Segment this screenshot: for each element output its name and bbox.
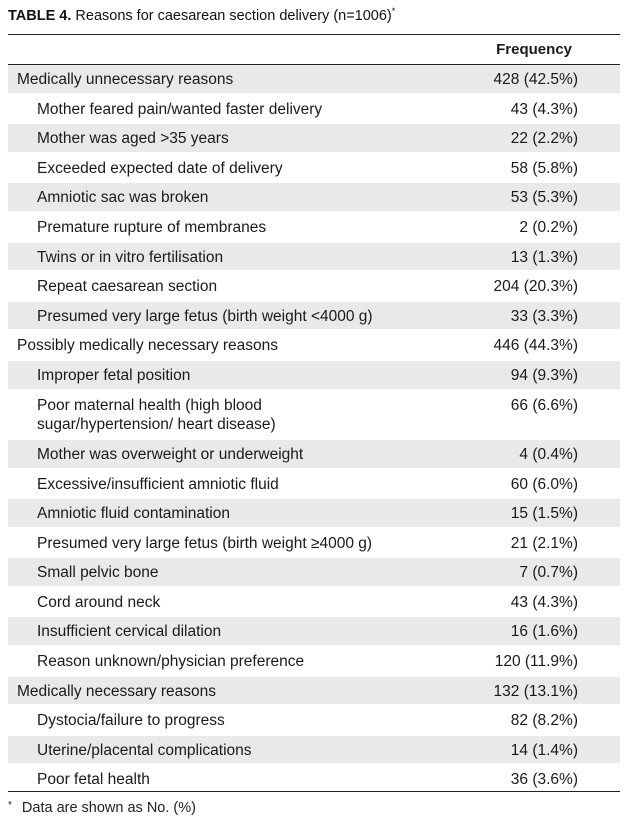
- reason-label: Poor fetal health: [37, 771, 150, 789]
- reason-label: Possibly medically necessary reasons: [17, 337, 279, 355]
- reason-row: Insufficient cervical dilation 16 (1.6%): [8, 617, 620, 648]
- table-title: Reasons for caesarean section delivery (…: [75, 7, 392, 24]
- reason-label: Excessive/insufficient amniotic fluid: [37, 475, 279, 493]
- reason-label: Mother was aged >35 years: [37, 130, 229, 148]
- reason-row: Amniotic fluid contamination 15 (1.5%): [8, 499, 620, 529]
- reason-label: Repeat caesarean section: [37, 278, 218, 296]
- frequency-value: 66 (6.6%): [510, 396, 578, 414]
- footnote-text: Data are shown as No. (%): [21, 800, 196, 816]
- frequency-value: 36 (3.6%): [510, 771, 578, 789]
- reason-label: Reason unknown/physician preference: [37, 653, 305, 671]
- frequency-value: 58 (5.8%): [510, 159, 578, 177]
- table-body: Medically unnecessary reasons 428 (42.5%)…: [8, 65, 620, 796]
- footnote-marker: *: [8, 800, 12, 811]
- frequency-value: 120 (11.9%): [494, 653, 578, 671]
- reason-label: Insufficient cervical dilation: [37, 623, 222, 641]
- reason-row: Twins or in vitro fertilisation 13 (1.3%): [8, 242, 620, 273]
- reason-label: Medically necessary reasons: [17, 682, 217, 700]
- frequency-value: 43 (4.3%): [510, 593, 578, 611]
- caption-footnote-marker: *: [391, 6, 396, 16]
- frequency-value: 22 (2.2%): [510, 130, 578, 148]
- reason-row: Poor fetal health 36 (3.6%): [8, 765, 620, 796]
- reason-label: Cord around neck: [37, 593, 161, 611]
- frequency-value: 13 (1.3%): [510, 248, 578, 266]
- reason-row: Mother feared pain/wanted faster deliver…: [8, 95, 620, 125]
- table-top-rule: [8, 34, 620, 35]
- reason-label: Presumed very large fetus (birth weight …: [37, 307, 373, 325]
- reason-row: Uterine/placental complications 14 (1.4%): [8, 735, 620, 766]
- reason-row: Reason unknown/physician preference 120 (…: [8, 647, 620, 677]
- frequency-value: 43 (4.3%): [510, 100, 578, 118]
- frequency-value: 4 (0.4%): [519, 445, 578, 463]
- table-bottom-rule: [8, 791, 620, 792]
- reason-row: Amniotic sac was broken 53 (5.3%): [8, 183, 620, 213]
- reason-label: Exceeded expected date of delivery: [37, 159, 283, 177]
- frequency-value: 2 (0.2%): [519, 218, 578, 236]
- reason-row: Presumed very large fetus (birth weight …: [8, 529, 620, 559]
- frequency-value: 82 (8.2%): [510, 712, 578, 730]
- category-row: Medically necessary reasons 132 (13.1%): [8, 676, 620, 707]
- reason-label: Amniotic fluid contamination: [37, 505, 230, 523]
- reason-label: Improper fetal position: [37, 366, 191, 384]
- reason-row: Poor maternal health (high blood sugar/h…: [8, 391, 620, 440]
- frequency-value: 204 (20.3%): [493, 278, 578, 296]
- reason-label: Dystocia/failure to progress: [37, 712, 225, 730]
- frequency-value: 15 (1.5%): [510, 505, 578, 523]
- frequency-value: 53 (5.3%): [510, 189, 578, 207]
- frequency-value: 60 (6.0%): [510, 475, 578, 493]
- frequency-value: 446 (44.3%): [493, 337, 578, 355]
- table-header-rule: [8, 64, 620, 65]
- reason-row: Dystocia/failure to progress 82 (8.2%): [8, 706, 620, 736]
- reason-row: Mother was aged >35 years 22 (2.2%): [8, 124, 620, 154]
- frequency-value: 428 (42.5%): [493, 71, 578, 88]
- frequency-value: 94 (9.3%): [510, 366, 578, 384]
- frequency-value: 21 (2.1%): [510, 534, 578, 552]
- reason-row: Premature rupture of membranes 2 (0.2%): [8, 213, 620, 243]
- reason-label: Poor maternal health (high blood sugar/h…: [37, 396, 276, 433]
- frequency-value: 7 (0.7%): [519, 564, 578, 582]
- reason-row: Presumed very large fetus (birth weight …: [8, 301, 620, 332]
- reason-row: Small pelvic bone 7 (0.7%): [8, 558, 620, 588]
- table-caption: TABLE 4. Reasons for caesarean section d…: [8, 6, 395, 24]
- category-row: Medically unnecessary reasons 428 (42.5%): [8, 65, 620, 95]
- category-row: Possibly medically necessary reasons 446 …: [8, 331, 620, 361]
- reason-label: Presumed very large fetus (birth weight …: [37, 534, 373, 552]
- reason-row: Cord around neck 43 (4.3%): [8, 588, 620, 618]
- frequency-value: 16 (1.6%): [510, 623, 578, 641]
- frequency-value: 33 (3.3%): [510, 307, 578, 325]
- reason-label: Uterine/placental complications: [37, 741, 252, 759]
- reason-label: Premature rupture of membranes: [37, 218, 267, 236]
- reason-label: Twins or in vitro fertilisation: [37, 248, 224, 266]
- table-footnote: * Data are shown as No. (%): [8, 800, 196, 816]
- table-label: TABLE 4.: [8, 7, 72, 24]
- reason-row: Mother was overweight or underweight 4 (0…: [8, 439, 620, 470]
- table-header: Frequency: [8, 35, 620, 65]
- reason-row: Improper fetal position 94 (9.3%): [8, 360, 620, 391]
- frequency-value: 14 (1.4%): [510, 741, 578, 759]
- header-frequency-column: Frequency: [496, 41, 572, 58]
- reason-row: Excessive/insufficient amniotic fluid 60 …: [8, 470, 620, 500]
- reason-label: Amniotic sac was broken: [37, 189, 209, 207]
- reason-row: Exceeded expected date of delivery 58 (5.…: [8, 154, 620, 184]
- frequency-value: 132 (13.1%): [493, 682, 578, 700]
- reason-label: Small pelvic bone: [37, 564, 159, 582]
- reason-label: Mother feared pain/wanted faster deliver…: [37, 100, 323, 118]
- reason-label: Mother was overweight or underweight: [37, 445, 304, 463]
- reason-label: Medically unnecessary reasons: [17, 71, 234, 88]
- reason-row: Repeat caesarean section 204 (20.3%): [8, 272, 620, 302]
